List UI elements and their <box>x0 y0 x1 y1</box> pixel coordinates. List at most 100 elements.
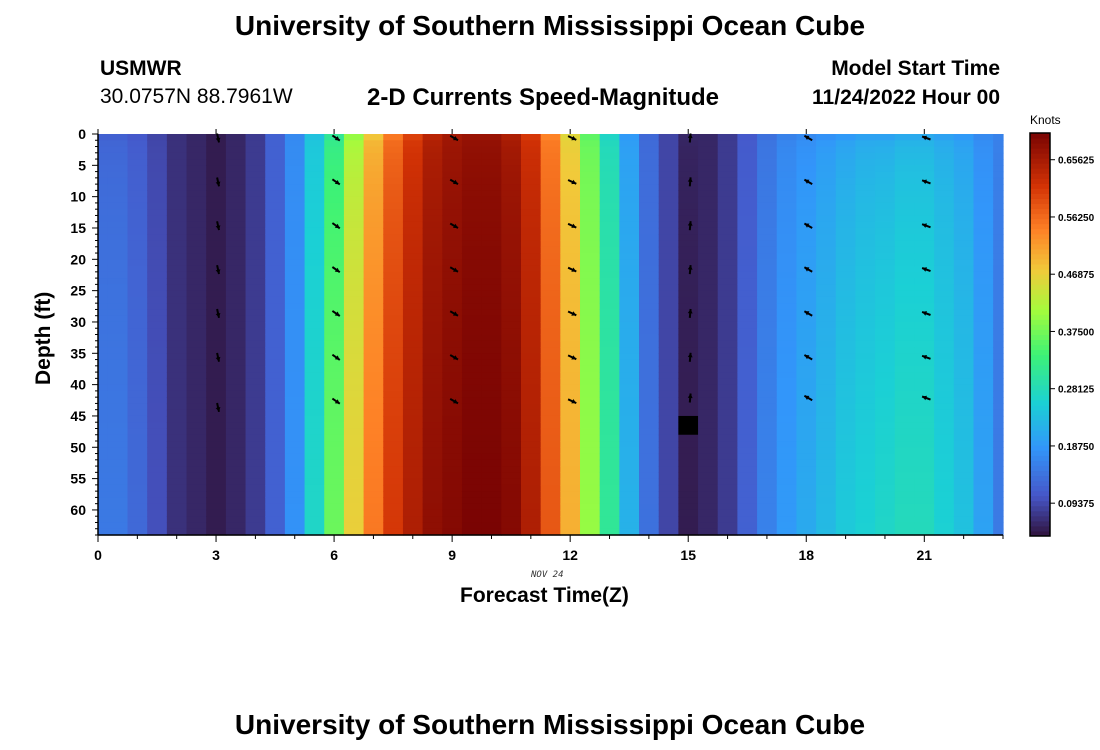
heatmap-cell <box>226 159 246 166</box>
heatmap-cell <box>187 410 207 417</box>
heatmap-cell <box>580 159 600 166</box>
heatmap-cell <box>265 215 285 222</box>
heatmap-cell <box>147 278 167 285</box>
heatmap-cell <box>501 422 521 429</box>
heatmap-cell <box>757 479 777 486</box>
heatmap-cell <box>403 410 423 417</box>
colorbar-segment <box>1030 148 1050 154</box>
heatmap-cell <box>737 435 757 442</box>
heatmap-cell <box>423 222 443 229</box>
heatmap-cell <box>482 385 502 392</box>
heatmap-cell <box>875 410 895 417</box>
heatmap-cell <box>855 303 875 310</box>
heatmap-cell <box>206 209 226 216</box>
heatmap-cell <box>895 510 915 517</box>
heatmap-cell <box>895 322 915 329</box>
heatmap-cell <box>737 140 757 147</box>
heatmap-cell <box>777 491 797 498</box>
heatmap-cell <box>128 247 148 254</box>
heatmap-cell <box>796 385 816 392</box>
heatmap-cell <box>619 184 639 191</box>
heatmap-cell <box>718 397 738 404</box>
colorbar-segment <box>1030 445 1050 451</box>
heatmap-cell <box>305 222 325 229</box>
heatmap-cell <box>678 335 698 342</box>
heatmap-cell <box>167 441 187 448</box>
colorbar-segment <box>1030 133 1050 139</box>
heatmap-cell <box>757 516 777 523</box>
heatmap-cell <box>973 366 993 373</box>
heatmap-cell <box>993 454 1003 461</box>
heatmap-cell <box>659 497 679 504</box>
heatmap-cell <box>147 391 167 398</box>
heatmap-cell <box>796 466 816 473</box>
y-tick-label: 40 <box>70 377 86 393</box>
heatmap-cell <box>265 165 285 172</box>
heatmap-cell <box>285 522 305 529</box>
heatmap-cell <box>167 460 187 467</box>
heatmap-cell <box>305 203 325 210</box>
heatmap-cell <box>954 134 974 141</box>
heatmap-cell <box>226 190 246 197</box>
heatmap-cell <box>816 322 836 329</box>
heatmap-cell <box>403 140 423 147</box>
heatmap-cell <box>875 153 895 160</box>
heatmap-cell <box>167 435 187 442</box>
heatmap-cell <box>698 435 718 442</box>
heatmap-cell <box>206 341 226 348</box>
heatmap-cell <box>737 215 757 222</box>
heatmap-cell <box>226 253 246 260</box>
heatmap-cell <box>836 454 856 461</box>
heatmap-cell <box>600 460 620 467</box>
heatmap-cell <box>128 153 148 160</box>
heatmap-cell <box>777 416 797 423</box>
heatmap-cell <box>285 134 305 141</box>
heatmap-cell <box>167 372 187 379</box>
heatmap-cell <box>147 522 167 529</box>
heatmap-cell <box>167 385 187 392</box>
heatmap-cell <box>167 140 187 147</box>
heatmap-cell <box>147 322 167 329</box>
heatmap-cell <box>796 497 816 504</box>
heatmap-cell <box>934 347 954 354</box>
heatmap-cell <box>875 197 895 204</box>
heatmap-cell <box>934 472 954 479</box>
colorbar-segment <box>1030 259 1050 265</box>
heatmap-cell <box>934 522 954 529</box>
heatmap-cell <box>383 485 403 492</box>
heatmap-cell <box>285 428 305 435</box>
heatmap-cell <box>521 497 541 504</box>
heatmap-cell <box>600 140 620 147</box>
heatmap-cell <box>462 410 482 417</box>
colorbar-segment <box>1030 163 1050 169</box>
heatmap-cell <box>324 259 344 266</box>
colorbar-segment <box>1030 476 1050 482</box>
heatmap-cell <box>619 291 639 298</box>
heatmap-cell <box>541 447 561 454</box>
heatmap-cell <box>718 147 738 154</box>
heatmap-cell <box>442 422 462 429</box>
heatmap-cell <box>98 466 108 473</box>
heatmap-cell <box>855 197 875 204</box>
heatmap-cell <box>875 172 895 179</box>
heatmap-cell <box>442 472 462 479</box>
heatmap-cell <box>482 303 502 310</box>
heatmap-cell <box>914 284 934 291</box>
heatmap-cell <box>757 403 777 410</box>
heatmap-cell <box>501 510 521 517</box>
heatmap-cell <box>98 341 108 348</box>
heatmap-cell <box>285 341 305 348</box>
y-tick-label: 55 <box>70 471 86 487</box>
heatmap-cell <box>285 516 305 523</box>
heatmap-cell <box>541 466 561 473</box>
heatmap-cell <box>383 397 403 404</box>
heatmap-cell <box>580 335 600 342</box>
heatmap-cell <box>206 178 226 185</box>
heatmap-cell <box>98 297 108 304</box>
heatmap-cell <box>206 516 226 523</box>
heatmap-cell <box>442 510 462 517</box>
heatmap-cell <box>895 341 915 348</box>
heatmap-cell <box>265 190 285 197</box>
heatmap-cell <box>973 291 993 298</box>
heatmap-cell <box>383 378 403 385</box>
